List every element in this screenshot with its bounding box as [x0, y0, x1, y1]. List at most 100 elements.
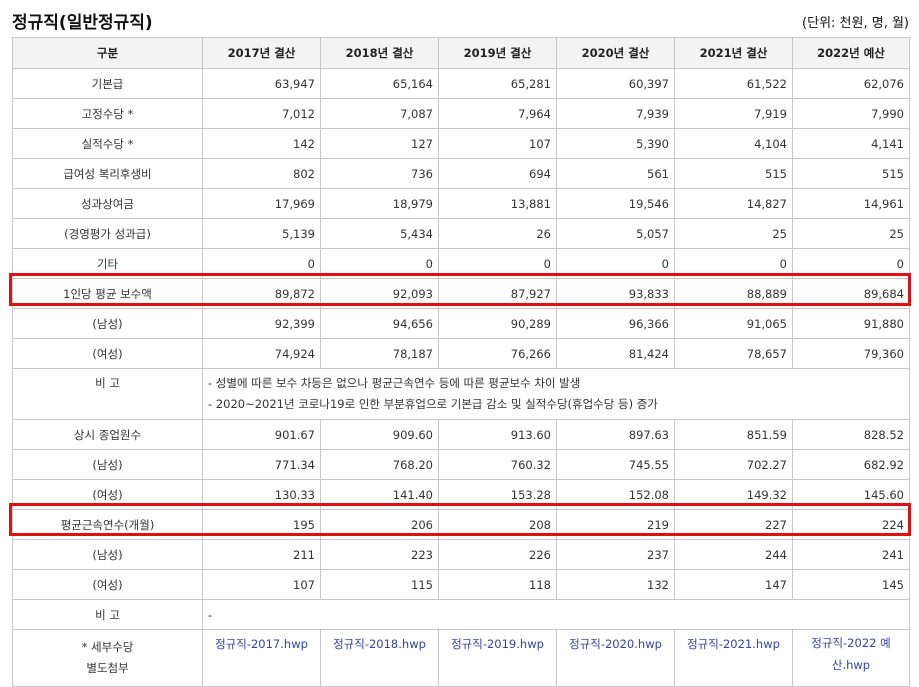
attachment-label-line: 별도첨부 — [86, 661, 129, 675]
table-row: 1인당 평균 보수액 89,872 92,093 87,927 93,833 88,889… — [12, 278, 910, 309]
table-cell: 851.59 — [674, 419, 793, 450]
table-cell: 78,657 — [674, 338, 793, 369]
table-cell: 515 — [792, 158, 910, 189]
table-cell: 828.52 — [792, 419, 910, 450]
table-cell: 206 — [320, 509, 439, 540]
table-cell: 694 — [438, 158, 557, 189]
table-cell: 89,684 — [792, 278, 910, 309]
header-row: 구분 2017년 결산 2018년 결산 2019년 결산 2020년 결산 2… — [12, 37, 910, 69]
table-cell: 88,889 — [674, 278, 793, 309]
table-cell: 897.63 — [556, 419, 675, 450]
table-cell: 745.55 — [556, 449, 675, 480]
table-cell: 127 — [320, 128, 439, 159]
table-cell: 5,434 — [320, 218, 439, 249]
row-label: 상시 종업원수 — [12, 419, 203, 450]
table-cell: 682.92 — [792, 449, 910, 480]
table-cell: 0 — [792, 248, 910, 279]
table-cell: 92,399 — [202, 308, 321, 339]
table-row: 성과상여금 17,969 18,979 13,881 19,546 14,827 14,96… — [12, 188, 910, 219]
attachment-link-2020[interactable]: 정규직-2020.hwp — [569, 637, 662, 651]
row-label: (여성) — [12, 338, 203, 369]
table-cell: 13,881 — [438, 188, 557, 219]
table-cell: 25 — [792, 218, 910, 249]
table-cell: 195 — [202, 509, 321, 540]
table-row: 실적수당 * 142 127 107 5,390 4,104 4,141 — [12, 128, 910, 159]
column-header: 2020년 결산 — [556, 37, 675, 69]
table-cell: 89,872 — [202, 278, 321, 309]
row-label: 기본급 — [12, 68, 203, 99]
table-cell: 115 — [320, 569, 439, 600]
table-cell: 802 — [202, 158, 321, 189]
unit-label: (단위: 천원, 명, 월) — [802, 16, 909, 31]
table-cell: 768.20 — [320, 449, 439, 480]
table-cell: 81,424 — [556, 338, 675, 369]
attachment-link-2019[interactable]: 정규직-2019.hwp — [451, 637, 544, 651]
column-header: 2022년 예산 — [792, 37, 910, 69]
table-cell: 771.34 — [202, 449, 321, 480]
table-cell: 87,927 — [438, 278, 557, 309]
table-cell: 17,969 — [202, 188, 321, 219]
table-cell: 219 — [556, 509, 675, 540]
column-header: 2021년 결산 — [674, 37, 793, 69]
table-row: (남성) 92,399 94,656 90,289 96,366 91,065 91,880 — [12, 308, 910, 339]
table-cell: 107 — [438, 128, 557, 159]
table-cell: 26 — [438, 218, 557, 249]
column-header: 구분 — [12, 37, 203, 69]
table-cell: 515 — [674, 158, 793, 189]
attachment-link-2017[interactable]: 정규직-2017.hwp — [215, 637, 308, 651]
table-row: (여성) 107 115 118 132 147 145 — [12, 569, 910, 600]
table-cell: 5,057 — [556, 218, 675, 249]
table-cell: 760.32 — [438, 449, 557, 480]
table-row: (여성) 74,924 78,187 76,266 81,424 78,657 79,360 — [12, 338, 910, 369]
table-cell: 19,546 — [556, 188, 675, 219]
table-row: 기타 0 0 0 0 0 0 — [12, 248, 910, 279]
table-cell: 62,076 — [792, 68, 910, 99]
table-cell: 61,522 — [674, 68, 793, 99]
table-cell: 223 — [320, 539, 439, 570]
row-label: 평균근속연수(개월) — [12, 509, 203, 540]
table-cell: 93,833 — [556, 278, 675, 309]
row-label: 비 고 — [12, 368, 203, 420]
table-cell: 909.60 — [320, 419, 439, 450]
attachment-link-2022[interactable]: 정규직-2022 예산.hwp — [811, 636, 891, 672]
row-label: (경영평가 성과급) — [12, 218, 203, 249]
attachment-link-2018[interactable]: 정규직-2018.hwp — [333, 637, 426, 651]
table-cell: 65,281 — [438, 68, 557, 99]
table-cell: 18,979 — [320, 188, 439, 219]
attachment-link-2021[interactable]: 정규직-2021.hwp — [687, 637, 780, 651]
table-cell: 901.67 — [202, 419, 321, 450]
attachment-label-line: * 세부수당 — [81, 640, 134, 654]
table-cell: 211 — [202, 539, 321, 570]
row-label: 고정수당 * — [12, 98, 203, 129]
remarks-text: - — [202, 599, 910, 630]
table-cell: 7,990 — [792, 98, 910, 129]
table-cell: 142 — [202, 128, 321, 159]
attachments-row: * 세부수당 별도첨부 정규직-2017.hwp 정규직-2018.hwp 정규… — [12, 629, 910, 687]
table-cell: 141.40 — [320, 479, 439, 510]
table-row: 상시 종업원수 901.67 909.60 913.60 897.63 851.59 828… — [12, 419, 910, 450]
table-cell: 94,656 — [320, 308, 439, 339]
remarks-line: - 2020~2021년 코로나19로 인한 부분휴업으로 기본급 감소 및 실… — [208, 397, 658, 411]
table-cell: 7,087 — [320, 98, 439, 129]
table-cell: 130.33 — [202, 479, 321, 510]
table-cell: 227 — [674, 509, 793, 540]
table-cell: 237 — [556, 539, 675, 570]
table-cell: 14,827 — [674, 188, 793, 219]
row-label: 급여성 복리후생비 — [12, 158, 203, 189]
remarks-row: 비 고 - 성별에 따른 보수 차등은 없으나 평균근속연수 등에 따른 평균보… — [12, 368, 910, 420]
table-cell: 74,924 — [202, 338, 321, 369]
table-row: (여성) 130.33 141.40 153.28 152.08 149.32 145.60 — [12, 479, 910, 510]
row-label: (여성) — [12, 569, 203, 600]
table-cell: 60,397 — [556, 68, 675, 99]
table-cell: 76,266 — [438, 338, 557, 369]
table-cell: 4,141 — [792, 128, 910, 159]
table-row: 기본급 63,947 65,164 65,281 60,397 61,522 62,076 — [12, 68, 910, 99]
table-cell: 5,390 — [556, 128, 675, 159]
row-label: (남성) — [12, 539, 203, 570]
row-label: (남성) — [12, 308, 203, 339]
table-cell: 0 — [438, 248, 557, 279]
table-cell: 5,139 — [202, 218, 321, 249]
table-row: (남성) 771.34 768.20 760.32 745.55 702.27 682.92 — [12, 449, 910, 480]
row-label: 실적수당 * — [12, 128, 203, 159]
table-cell: 208 — [438, 509, 557, 540]
